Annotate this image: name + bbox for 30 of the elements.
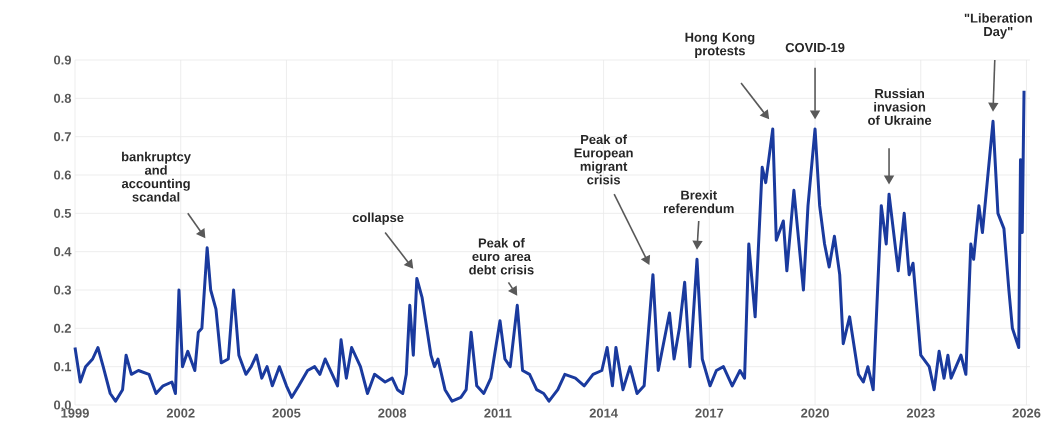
y-tick-label: 0.8 [53,93,72,103]
y-tick-label: 0.1 [53,362,72,372]
y-tick-label: 0.6 [53,170,72,180]
x-tick-label: 2005 [272,408,301,418]
annotation: collapse [352,212,404,225]
x-tick-label: 1999 [61,408,89,418]
x-tick-label: 2026 [1012,408,1041,418]
annotation: bankruptcy and accounting scandal [121,151,191,202]
y-tick-label: 0.9 [53,55,71,65]
text: Hong Kong protests [685,32,755,58]
x-tick-label: 2017 [695,408,724,418]
y-tick-label: 0.0 [53,400,71,410]
line-series [73,89,1026,403]
annotation: Brexit referendum [663,190,734,214]
y-tick-label: 0.2 [53,323,71,333]
x-tick-label: 2002 [166,408,195,418]
y-tick-label: 0.3 [53,285,72,295]
text: "Liberation Day" [964,13,1032,39]
annotation: Peak of European migrant crisis [574,134,633,185]
x-tick-label: 2023 [906,408,935,418]
y-tick-label: 0.5 [53,208,72,218]
annotation: Peak of euro area debt crisis [469,238,534,275]
y-tick-label: 0.7 [53,132,71,142]
x-tick-label: 2014 [589,408,618,418]
text: COVID-19 [785,42,845,53]
x-tick-label: 2020 [801,408,829,418]
y-tick-label: 0.4 [53,247,72,257]
annotation: Russian invasion of Ukraine [868,88,932,125]
x-tick-label: 2008 [378,408,407,418]
x-tick-label: 2011 [484,408,512,418]
